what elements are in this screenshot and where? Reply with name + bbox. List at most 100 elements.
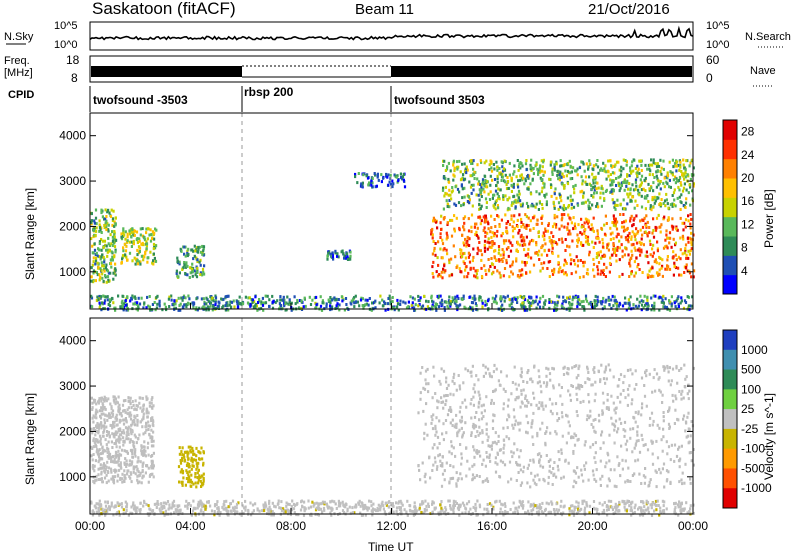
velocity-cell	[147, 424, 150, 428]
power-cell	[685, 159, 688, 163]
power-cell	[493, 242, 496, 246]
power-cell	[129, 232, 132, 236]
power-cell	[185, 261, 188, 265]
power-cell	[467, 255, 470, 259]
power-cell	[501, 169, 505, 173]
velocity-cell	[580, 468, 583, 472]
velocity-cell	[486, 455, 489, 459]
power-cell	[438, 273, 441, 276]
power-cell	[249, 304, 252, 308]
power-cell	[383, 301, 386, 305]
velocity-cell	[128, 414, 131, 418]
power-cell	[538, 166, 541, 170]
power-cell	[130, 245, 133, 248]
velocity-cell	[456, 434, 459, 438]
velocity-cell	[627, 466, 630, 470]
power-cell	[562, 175, 565, 179]
power-cell	[633, 246, 636, 250]
velocity-cell	[526, 371, 529, 375]
power-cell	[505, 187, 509, 191]
power-cell	[665, 233, 668, 237]
power-cell	[576, 302, 579, 306]
power-cell	[391, 300, 394, 304]
power-cell	[612, 189, 615, 193]
power-cell	[93, 221, 96, 225]
power-cell	[143, 255, 146, 259]
power-cell	[582, 305, 585, 309]
power-cell	[665, 305, 668, 309]
power-colorbar-segment	[723, 120, 737, 140]
power-cell	[490, 272, 494, 276]
power-cell	[551, 173, 554, 176]
velocity-cell	[110, 411, 113, 415]
velocity-cell	[148, 474, 151, 478]
power-cell	[174, 306, 177, 310]
velocity-cell	[122, 443, 125, 447]
velocity-cell	[438, 379, 441, 383]
power-cell	[121, 306, 124, 310]
velocity-cell	[692, 366, 695, 370]
power-cell	[500, 160, 503, 164]
velocity-cell	[453, 425, 456, 429]
power-cell	[535, 161, 538, 165]
velocity-cell	[117, 427, 120, 431]
velocity-cell	[189, 449, 192, 453]
velocity-cell	[424, 378, 427, 382]
power-cell	[595, 187, 598, 191]
power-cell	[483, 239, 487, 243]
velocity-cell	[136, 414, 139, 417]
velocity-cell	[424, 369, 428, 373]
power-cell	[137, 296, 140, 300]
power-cell	[651, 231, 654, 235]
power-cell	[652, 243, 655, 247]
power-cell	[557, 270, 560, 274]
velocity-cell	[588, 377, 591, 381]
power-cell	[665, 192, 668, 196]
velocity-cell	[143, 445, 146, 449]
velocity-cell	[131, 460, 134, 464]
power-cell	[296, 299, 299, 302]
power-cell	[396, 305, 399, 309]
power-cell	[497, 245, 501, 248]
power-cell	[126, 296, 129, 299]
power-cell	[264, 294, 267, 298]
power-cell	[535, 241, 538, 244]
power-cell	[464, 237, 467, 241]
power-cell	[471, 204, 474, 208]
velocity-cell	[558, 383, 561, 387]
velocity-cell	[576, 438, 579, 442]
power-cell	[676, 164, 679, 168]
velocity-cell	[127, 396, 130, 400]
power-cell	[515, 248, 518, 252]
power-cell	[646, 167, 649, 171]
power-cell	[541, 169, 544, 173]
power-cell	[684, 201, 688, 205]
power-cell	[586, 218, 589, 222]
velocity-cell	[102, 464, 105, 468]
velocity-cell	[489, 444, 492, 448]
power-cell	[478, 202, 481, 206]
power-cell	[487, 268, 491, 272]
power-cell	[600, 184, 603, 188]
velocity-cell	[582, 479, 585, 483]
power-cell	[648, 239, 652, 243]
power-cell	[665, 244, 668, 248]
power-cell	[90, 279, 93, 283]
power-cell	[682, 237, 685, 241]
power-cell	[480, 186, 483, 189]
power-cell	[570, 170, 573, 174]
power-cell	[101, 272, 104, 276]
power-cell	[107, 303, 110, 306]
power-cell	[470, 213, 474, 217]
velocity-cell	[102, 424, 105, 428]
velocity-cell	[662, 419, 665, 423]
power-cell	[615, 300, 618, 304]
power-cell	[102, 256, 105, 259]
power-cell	[588, 250, 591, 254]
power-cell	[121, 234, 125, 238]
power-cell	[472, 255, 475, 259]
power-cell	[95, 226, 98, 230]
power-cell	[143, 301, 146, 305]
power-cell	[141, 227, 144, 231]
